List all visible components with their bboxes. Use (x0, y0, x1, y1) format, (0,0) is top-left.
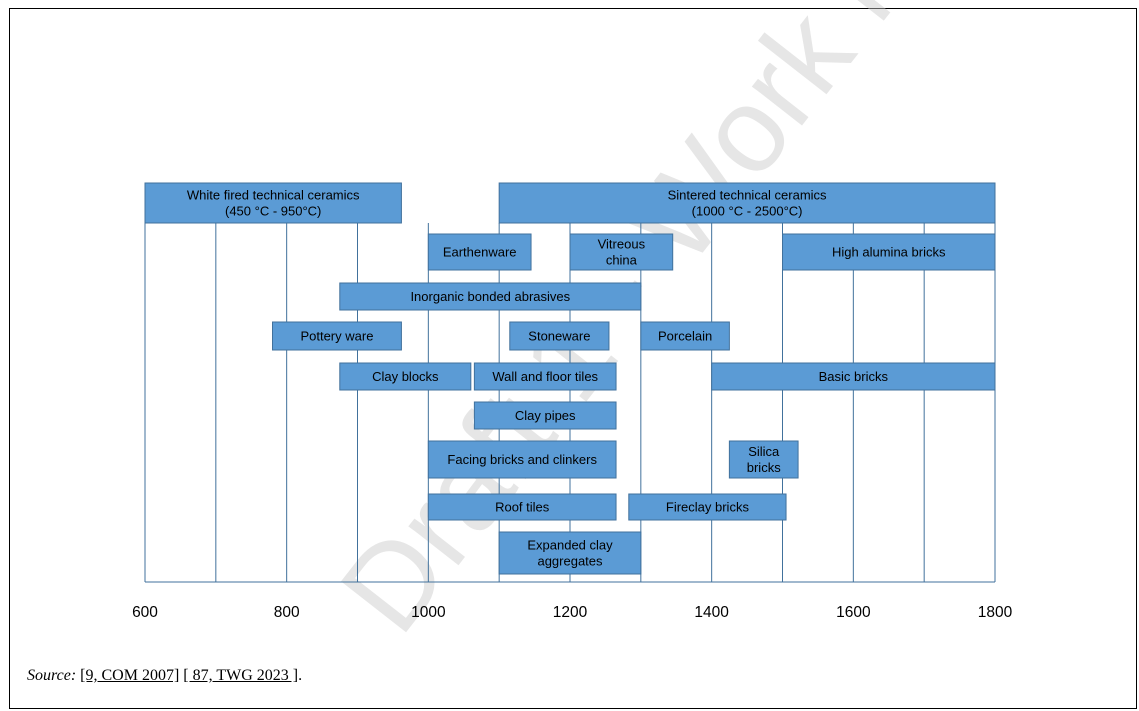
bar-rect (782, 233, 996, 271)
bar-label: Clay blocks (372, 369, 439, 384)
x-tick-label: 800 (274, 604, 300, 621)
bar-label: Clay pipes (515, 408, 576, 423)
bar-rect (427, 440, 617, 479)
x-tick-label: 600 (132, 604, 158, 621)
bar-label: Sintered technical ceramics (668, 188, 827, 203)
bar-rect (144, 182, 402, 224)
bar-rect (640, 321, 730, 351)
bar-label: (450 °C - 950°C) (225, 204, 321, 219)
bar-wall-and-floor-tiles: Wall and floor tiles (473, 362, 617, 391)
source-end: . (298, 667, 303, 684)
bar-roof-tiles: Roof tiles (427, 493, 617, 521)
bar-label: White fired technical ceramics (187, 188, 360, 203)
bar-label: Porcelain (658, 329, 712, 344)
bar-label: china (606, 253, 638, 268)
bar-label: Silica (748, 444, 780, 459)
bar-label: aggregates (537, 554, 603, 569)
bar-rect (339, 362, 472, 391)
bar-label: Fireclay bricks (666, 500, 750, 515)
bar-rect (628, 493, 787, 521)
x-tick-label: 1200 (553, 604, 588, 621)
bar-label: bricks (747, 460, 781, 475)
bar-rect (473, 401, 617, 430)
bar-basic-bricks: Basic bricks (711, 362, 996, 391)
bar-rect (427, 493, 617, 521)
reference: [ 87, TWG 2023 ] (183, 667, 299, 684)
bar-white-fired-technical-ceramics-450-c-950-c: White fired technical ceramics(450 °C - … (144, 182, 402, 224)
x-tick-label: 1000 (411, 604, 446, 621)
bar-rect (498, 531, 642, 575)
bar-label: Stoneware (528, 329, 590, 344)
bar-label: Inorganic bonded abrasives (410, 289, 570, 304)
bar-earthenware: Earthenware (427, 233, 532, 271)
bar-rect (498, 182, 996, 224)
bar-facing-bricks-and-clinkers: Facing bricks and clinkers (427, 440, 617, 479)
bar-label: Roof tiles (495, 500, 550, 515)
bar-stoneware: Stoneware (509, 321, 610, 351)
bar-clay-blocks: Clay blocks (339, 362, 472, 391)
bar-label: Wall and floor tiles (492, 369, 598, 384)
bar-rect (272, 321, 402, 351)
bar-rect (509, 321, 610, 351)
bar-fireclay-bricks: Fireclay bricks (628, 493, 787, 521)
bar-high-alumina-bricks: High alumina bricks (782, 233, 996, 271)
bar-label: Earthenware (443, 245, 517, 260)
bar-inorganic-bonded-abrasives: Inorganic bonded abrasives (339, 282, 642, 311)
bar-clay-pipes: Clay pipes (473, 401, 617, 430)
struck-reference: [9, COM 2007] (80, 667, 180, 684)
x-tick-label: 1600 (836, 604, 871, 621)
x-tick-label: 1800 (978, 604, 1013, 621)
bar-sintered-technical-ceramics-1000-c-2500-c: Sintered technical ceramics(1000 °C - 25… (498, 182, 996, 224)
bar-label: Pottery ware (300, 329, 373, 344)
bar-rect (473, 362, 617, 391)
x-axis-ticks: 600 800 1000 1200 1400 1600 1800 (132, 604, 1013, 621)
source-citation: Source: [9, COM 2007] [ 87, TWG 2023 ]. (27, 667, 302, 685)
bar-porcelain: Porcelain (640, 321, 730, 351)
figure-frame (9, 8, 1137, 709)
x-tick-label: 1400 (694, 604, 729, 621)
bar-pottery-ware: Pottery ware (272, 321, 402, 351)
source-label: Source: (27, 667, 77, 684)
bar-label: Expanded clay (527, 538, 613, 553)
bar-label: Vitreous (598, 237, 646, 252)
bars: White fired technical ceramics(450 °C - … (144, 182, 996, 575)
bar-rect (569, 233, 674, 271)
bar-label: Facing bricks and clinkers (447, 452, 597, 467)
bar-rect (711, 362, 996, 391)
bar-label: Basic bricks (819, 369, 889, 384)
bar-rect (427, 233, 532, 271)
bar-label: High alumina bricks (832, 245, 946, 260)
bar-rect (339, 282, 642, 311)
bar-label: (1000 °C - 2500°C) (692, 204, 803, 219)
bar-rect (728, 440, 799, 479)
